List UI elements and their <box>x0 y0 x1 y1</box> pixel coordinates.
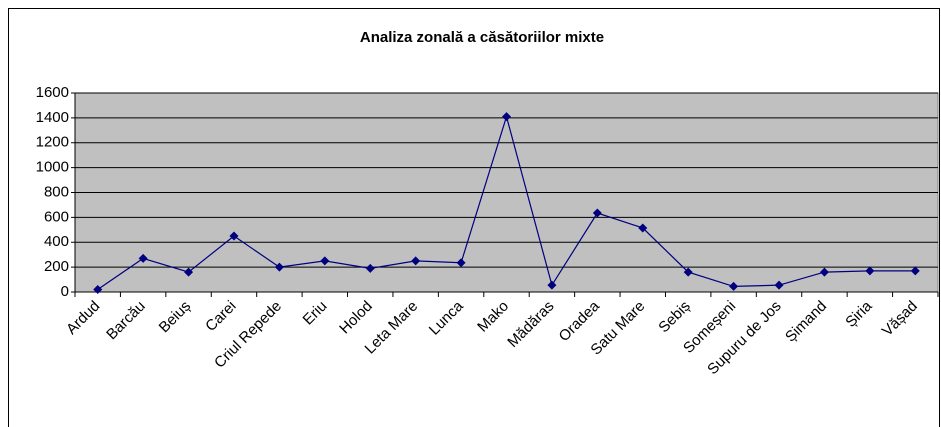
marker <box>910 266 920 276</box>
marker <box>729 281 739 291</box>
marker <box>138 253 148 263</box>
marker <box>819 267 829 277</box>
y-tick-label: 800 <box>44 183 69 200</box>
y-tick-label: 1600 <box>36 84 69 101</box>
y-tick-label: 0 <box>61 283 69 300</box>
marker <box>638 223 648 233</box>
y-tick-label: 1000 <box>36 159 69 176</box>
y-tick-label: 1400 <box>36 109 69 126</box>
marker <box>320 256 330 266</box>
marker <box>184 267 194 277</box>
y-tick-label: 1200 <box>36 134 69 151</box>
marker <box>93 285 103 295</box>
marker <box>774 280 784 290</box>
marker <box>229 231 239 241</box>
marker <box>365 263 375 273</box>
marker <box>274 262 284 272</box>
marker <box>547 280 557 290</box>
marker <box>411 256 421 266</box>
chart-title: Analiza zonală a căsătoriilor mixte <box>360 29 604 46</box>
marker <box>683 267 693 277</box>
y-tick-label: 400 <box>44 233 69 250</box>
marker <box>456 258 466 268</box>
y-tick-label: 600 <box>44 208 69 225</box>
marker <box>502 112 511 122</box>
y-tick-label: 200 <box>44 258 69 275</box>
marker <box>865 266 875 276</box>
marker <box>592 208 602 218</box>
